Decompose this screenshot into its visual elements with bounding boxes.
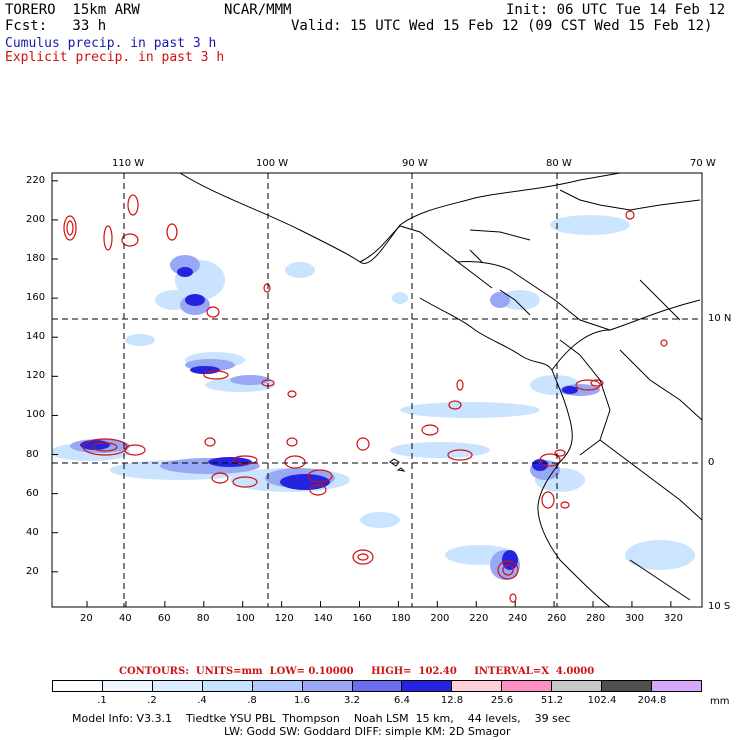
x-tick-label: 20	[80, 613, 93, 624]
legend-label: .1	[97, 695, 107, 706]
legend-label: 12.8	[440, 695, 464, 706]
x-tick-label: 120	[274, 613, 294, 624]
legend-label: 3.2	[344, 695, 360, 706]
legend-label: 102.4	[587, 695, 617, 706]
legend-color-cell	[202, 681, 253, 691]
contour-interval: INTERVAL=X 4.0000	[474, 666, 595, 677]
legend-label: 51.2	[540, 695, 564, 706]
y-tick-label: 60	[26, 487, 39, 499]
x-tick-label: 100	[235, 613, 255, 624]
heavy-precip-areas	[80, 267, 578, 570]
x-tick-label: 160	[352, 613, 372, 624]
legend-unit: mm	[710, 696, 730, 707]
x-tick-label: 200	[430, 613, 450, 624]
legend-color-cell	[402, 681, 453, 691]
lon-label-90w: 90 W	[402, 158, 428, 169]
color-scale-legend	[52, 680, 702, 692]
y-tick-label: 160	[26, 292, 46, 304]
lon-label-100w: 100 W	[256, 158, 289, 169]
y-tick-label: 140	[26, 331, 46, 343]
legend-label: 204.8	[637, 695, 667, 706]
init-time: Init: 06 UTC Tue 14 Feb 12	[506, 2, 726, 18]
legend-label: 25.6	[490, 695, 514, 706]
y-tick-label: 120	[26, 370, 46, 382]
y-tick-label: 100	[26, 409, 46, 421]
y-tick-label: 220	[26, 174, 46, 186]
x-tick-label: 320	[663, 613, 683, 624]
explicit-legend-text: Explicit precip. in past 3 h	[5, 50, 225, 65]
forecast-hour: Fcst: 33 h	[5, 18, 107, 34]
lon-label-70w: 70 W	[690, 158, 716, 169]
legend-color-cell	[53, 681, 103, 691]
cumulus-legend-text: Cumulus precip. in past 3 h	[5, 36, 217, 51]
legend-color-cell	[452, 681, 503, 691]
valid-time: Valid: 15 UTC Wed 15 Feb 12 (09 CST Wed …	[291, 18, 713, 34]
x-tick-label: 40	[118, 613, 132, 624]
light-precip-areas	[52, 215, 695, 570]
y-tick-label: 80	[26, 448, 39, 460]
legend-label: .4	[197, 695, 207, 706]
y-tick-label: 200	[26, 213, 46, 225]
lat-label-10n: 10 N	[708, 313, 732, 324]
model-info-line2: LW: Godd SW: Goddard DIFF: simple KM: 2D…	[224, 725, 511, 738]
x-tick-label: 260	[547, 613, 567, 624]
x-tick-label: 180	[391, 613, 411, 624]
explicit-precip-contours	[63, 194, 668, 603]
legend-color-cell	[552, 681, 603, 691]
legend-label: 6.4	[394, 695, 410, 706]
x-tick-label: 280	[586, 613, 606, 624]
x-tick-label: 80	[196, 613, 210, 624]
lon-label-110w: 110 W	[112, 158, 145, 169]
legend-color-cell	[502, 681, 553, 691]
x-tick-label: 140	[313, 613, 333, 624]
x-tick-label: 220	[469, 613, 489, 624]
legend-color-cell	[152, 681, 203, 691]
contour-high: HIGH= 102.40	[371, 666, 457, 677]
y-tick-label: 180	[26, 253, 46, 265]
lon-label-80w: 80 W	[546, 158, 572, 169]
contour-info: CONTOURS: UNITS=mm LOW= 0.10000 HIGH= 10…	[119, 666, 594, 677]
legend-color-cell	[252, 681, 303, 691]
model-info-line1: Model Info: V3.3.1 Tiedtke YSU PBL Thomp…	[72, 712, 571, 725]
legend-color-cell	[602, 681, 653, 691]
lat-label-0: 0	[708, 457, 715, 468]
legend-label: .2	[147, 695, 157, 706]
y-tick-label: 20	[26, 565, 39, 577]
x-tick-label: 300	[624, 613, 645, 624]
lat-label-10s: 10 S	[708, 601, 731, 612]
x-tick-label: 240	[508, 613, 528, 624]
legend-label: 1.6	[294, 695, 310, 706]
plot-frame	[51, 172, 703, 608]
x-axis-ticks	[86, 601, 672, 607]
org-label: NCAR/MMM	[224, 2, 292, 18]
y-axis-ticks	[52, 180, 58, 573]
lat-lon-grid	[52, 173, 702, 607]
coastlines	[179, 173, 702, 607]
x-tick-label: 60	[157, 613, 171, 624]
legend-color-cell	[102, 681, 153, 691]
legend-label: .8	[247, 695, 257, 706]
legend-color-cell	[352, 681, 403, 691]
y-tick-label: 40	[26, 526, 39, 538]
legend-color-cell	[302, 681, 353, 691]
model-title: TORERO 15km ARW	[5, 2, 140, 18]
contour-units: CONTOURS: UNITS=mm LOW= 0.10000	[119, 666, 354, 677]
legend-color-cell	[652, 681, 701, 691]
